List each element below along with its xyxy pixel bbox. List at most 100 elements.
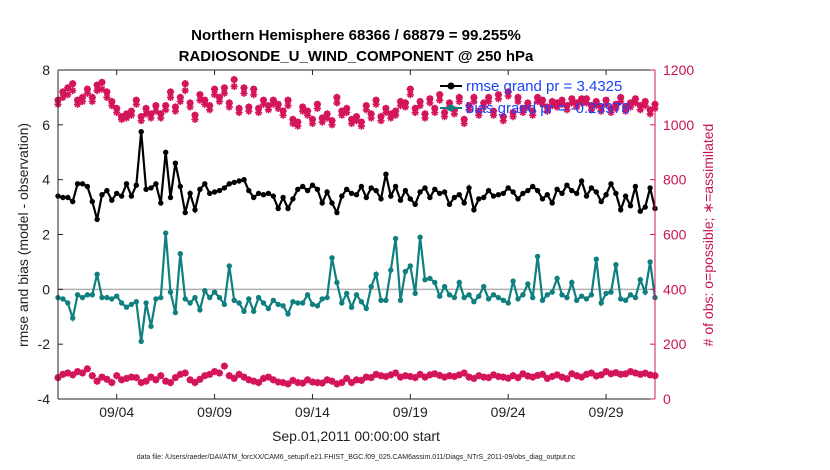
series-obs-assimilated-point [436, 96, 444, 104]
legend-bias-label: bias grand pr = -0.23978 [466, 100, 630, 117]
series-rmse-point [525, 187, 531, 194]
series-bias-point [275, 301, 281, 308]
series-obs-assimilated-point [240, 89, 248, 97]
series-obs-possible-star [304, 107, 312, 115]
series-obs-lower-possible-star [529, 373, 537, 381]
series-obs-lower-possible-star [93, 377, 101, 385]
series-rmse-point [295, 186, 301, 192]
series-obs-assimilated-point [250, 91, 258, 99]
series-obs-lower-possible-star [367, 374, 375, 382]
series-obs-assimilated-point [617, 97, 625, 106]
series-obs-assimilated-point [514, 97, 522, 106]
series-obs-lower-possible-star [122, 374, 131, 382]
series-obs-lower-possible-star [64, 369, 72, 377]
series-obs-lower-possible-star [524, 372, 532, 380]
series-obs-lower-possible-star [240, 373, 248, 381]
y-tick-label: 2 [42, 227, 50, 243]
series-obs-lower-possible-star [186, 376, 194, 384]
series-obs-possible-star [88, 93, 96, 101]
series-rmse-point [94, 216, 100, 223]
series-obs-possible-star [284, 96, 292, 104]
series-obs-assimilated-point [255, 108, 263, 117]
series-obs-possible-star [411, 104, 419, 112]
series-obs-lower-possible-star [543, 374, 551, 382]
series-obs-assimilated-point [626, 103, 635, 111]
series-obs-lower-possible-star [245, 376, 253, 384]
series-bias-point [500, 297, 506, 303]
series-obs-lower-possible-star [137, 378, 145, 387]
series-obs-assimilated-point [162, 106, 170, 114]
series-bias-point [251, 308, 257, 314]
series-obs-assimilated-point [166, 93, 175, 101]
series-obs-lower-possible-star [142, 377, 150, 385]
series-obs-possible-star [69, 80, 77, 88]
series-bias-point [569, 279, 575, 286]
series-obs-possible-star [191, 111, 199, 119]
series-obs-assimilated-point [318, 118, 326, 126]
series-obs-lower-possible-star [83, 365, 91, 373]
series-obs-lower-possible-star [328, 377, 336, 385]
series-obs-assimilated-point [289, 119, 297, 128]
series-bias-point [598, 300, 604, 306]
series-obs-lower-possible-star [235, 370, 243, 378]
series-obs-possible-star [514, 93, 522, 101]
series-obs-assimilated-point [78, 97, 87, 106]
series-obs-possible-star [250, 85, 258, 93]
series-bias-point [373, 271, 379, 277]
series-bias-point [642, 289, 648, 295]
series-bias-point [383, 297, 389, 303]
series-obs-lower-possible-star [548, 372, 556, 381]
series-rmse-point [260, 192, 267, 198]
series-obs-assimilated-point [504, 92, 512, 100]
series-rmse-point [363, 194, 369, 201]
series-obs-possible-star [563, 102, 571, 110]
series-obs-lower-possible-star [387, 371, 395, 379]
series-obs-possible-star [626, 99, 635, 107]
series-obs-assimilated-point [122, 114, 131, 122]
series-rmse-point [89, 198, 96, 205]
series-obs-assimilated-point [176, 97, 184, 106]
series-obs-possible-star [441, 108, 449, 117]
series-obs-possible-star [602, 96, 610, 104]
legend-bias-marker [447, 104, 455, 112]
series-obs-possible-star [460, 115, 468, 123]
series-obs-assimilated-point [587, 106, 595, 114]
series-bias-point [99, 294, 105, 301]
series-bias-point [260, 300, 267, 306]
series-bias-point [417, 234, 423, 240]
series-rmse-point [309, 182, 316, 188]
series-rmse-point [530, 183, 536, 190]
series-rmse-point [417, 189, 423, 195]
series-rmse-point [265, 190, 272, 197]
series-rmse-point [187, 190, 193, 197]
series-bias-point [153, 296, 159, 302]
series-bias-point [368, 283, 374, 290]
series-obs-possible-star [480, 99, 488, 107]
series-obs-lower-possible-star [396, 373, 405, 381]
series-obs-lower-possible-star [401, 372, 409, 380]
series-obs-possible-star [122, 110, 131, 118]
series-obs-lower-possible-star [382, 372, 390, 381]
series-obs-assimilated-point [573, 103, 581, 111]
series-obs-lower-possible-star [196, 375, 204, 383]
series-rmse-point [339, 193, 345, 199]
series-bias-point [255, 294, 262, 301]
series-obs-assimilated-point [113, 108, 121, 117]
series-obs-possible-star [406, 85, 414, 93]
series-obs-possible-star [382, 104, 390, 112]
series-obs-assimilated-point [465, 106, 473, 114]
series-obs-possible-star [181, 80, 189, 88]
series-obs-assimilated-point [196, 96, 204, 104]
series-obs-assimilated-point [152, 107, 160, 115]
series-bias-point [520, 292, 526, 298]
series-obs-lower-possible-star [573, 372, 581, 380]
series-obs-possible-star [436, 91, 444, 99]
series-obs-lower-possible-star [357, 376, 365, 384]
series-bias-point [246, 296, 252, 302]
series-rmse-point [148, 185, 154, 191]
series-obs-lower-possible-star [211, 368, 219, 376]
series-bias-point [407, 263, 413, 269]
series-obs-possible-star [612, 100, 620, 108]
series-rmse-point [202, 181, 208, 187]
series-bias-point [549, 289, 555, 295]
